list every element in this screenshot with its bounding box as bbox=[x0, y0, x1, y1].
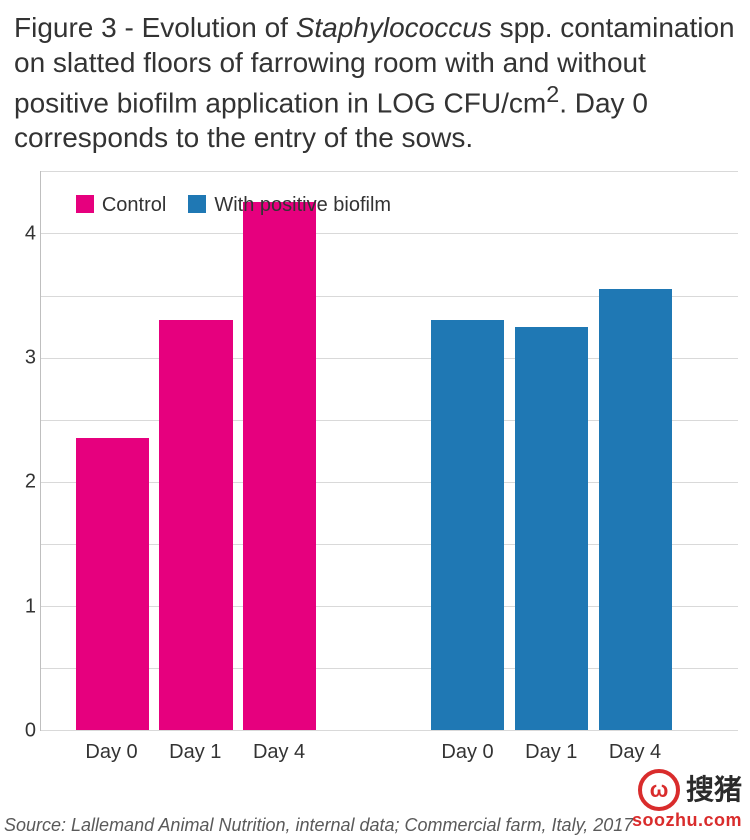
y-tick-label: 1 bbox=[12, 595, 36, 618]
plot-area: Control With positive biofilm bbox=[40, 171, 738, 731]
y-axis: 01234 bbox=[12, 171, 36, 731]
x-tick-label: Day 4 bbox=[609, 741, 661, 764]
x-tick-label: Day 0 bbox=[85, 741, 137, 764]
bar-control bbox=[243, 202, 316, 730]
bar-with_positive_biofilm bbox=[431, 320, 504, 730]
bar-control bbox=[159, 320, 232, 730]
legend-label: Control bbox=[102, 194, 166, 216]
y-tick-label: 2 bbox=[12, 471, 36, 494]
watermark-logo: ω 搜猪 bbox=[638, 769, 742, 811]
legend-swatch bbox=[76, 195, 94, 213]
omega-icon: ω bbox=[638, 769, 680, 811]
title-sup: 2 bbox=[546, 81, 559, 107]
bar-with_positive_biofilm bbox=[515, 327, 588, 731]
legend-label: With positive biofilm bbox=[214, 194, 391, 216]
bars-layer bbox=[41, 171, 738, 730]
title-italic: Staphylococcus bbox=[296, 12, 492, 43]
legend: Control With positive biofilm bbox=[76, 194, 391, 217]
x-axis-labels: Day 0 Day 1 Day 4 Day 0 Day 1 Day 4 bbox=[40, 741, 738, 771]
title-prefix: Figure 3 - Evolution of bbox=[14, 12, 296, 43]
y-tick-label: 0 bbox=[12, 720, 36, 743]
watermark-cn: 搜猪 bbox=[686, 776, 742, 804]
x-tick-label: Day 0 bbox=[441, 741, 493, 764]
y-tick-label: 3 bbox=[12, 346, 36, 369]
bar-control bbox=[76, 438, 149, 730]
gridline bbox=[41, 730, 738, 731]
legend-item: Control bbox=[76, 194, 166, 217]
figure-title: Figure 3 - Evolution of Staphylococcus s… bbox=[0, 0, 750, 163]
source-text: Source: Lallemand Animal Nutrition, inte… bbox=[4, 815, 633, 836]
bar-with_positive_biofilm bbox=[599, 289, 672, 730]
watermark-domain: soozhu.com bbox=[632, 810, 742, 830]
x-tick-label: Day 1 bbox=[169, 741, 221, 764]
legend-item: With positive biofilm bbox=[188, 194, 391, 217]
watermark: ω 搜猪 soozhu.com bbox=[632, 769, 742, 830]
x-tick-label: Day 4 bbox=[253, 741, 305, 764]
chart-area: 01234 ControlWith positive biofilm bbox=[12, 171, 738, 731]
legend-swatch bbox=[188, 195, 206, 213]
y-tick-label: 4 bbox=[12, 222, 36, 245]
x-tick-label: Day 1 bbox=[525, 741, 577, 764]
